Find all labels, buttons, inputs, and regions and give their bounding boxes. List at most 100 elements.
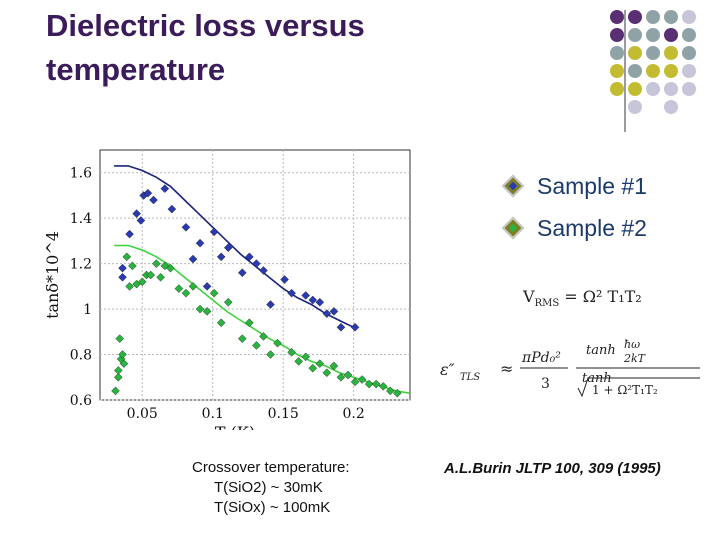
data-point [125, 282, 134, 291]
data-point [259, 332, 268, 341]
decorative-dot [628, 100, 642, 114]
data-point [174, 284, 184, 293]
y-axis-label: tanδ*10^4 [43, 231, 62, 319]
decorative-dot [664, 64, 678, 78]
y-tick-label: 0.6 [70, 393, 92, 409]
decorative-dot [610, 82, 624, 96]
data-point [125, 229, 134, 239]
data-point [301, 352, 311, 362]
legend-label: Sample #2 [537, 214, 647, 241]
decorative-dot [628, 64, 642, 78]
data-point [308, 295, 318, 305]
y-tick-label: 1.4 [70, 211, 92, 227]
data-point [118, 350, 127, 359]
y-tick-label: 1 [83, 302, 92, 318]
data-point [119, 359, 129, 368]
y-tick-label: 0.8 [70, 348, 92, 364]
data-point [202, 282, 212, 291]
data-point [115, 334, 125, 343]
data-point [132, 209, 141, 218]
data-point [195, 238, 205, 248]
data-point [167, 204, 177, 214]
decorative-dot [682, 28, 696, 42]
data-point [111, 386, 120, 396]
data-point [118, 272, 127, 282]
decorative-dot [628, 46, 642, 60]
data-point [245, 252, 254, 262]
data-point [216, 318, 226, 328]
data-point [301, 291, 311, 300]
data-point [223, 243, 233, 253]
decorative-dot [664, 100, 678, 114]
data-point [343, 370, 353, 380]
data-point [322, 368, 332, 378]
data-point [216, 252, 226, 262]
decorative-dot [628, 28, 642, 42]
data-point [336, 372, 346, 382]
citation: A.L.Burin JLTP 100, 309 (1995) [444, 460, 661, 477]
data-point [160, 184, 170, 193]
data-point [287, 347, 296, 357]
data-point [195, 304, 205, 314]
decorative-dot [664, 28, 678, 42]
data-point [273, 338, 282, 348]
decorative-dot [628, 82, 642, 96]
crossover-siox: T(SiOx) ~ 100mK [214, 499, 331, 516]
data-point [266, 350, 275, 359]
x-tick-label: 0.1 [202, 406, 224, 422]
loss-formula: ε″ TLS ≈ πPd₀² 3 tanh ħω 2kT tanh 1 + Ω²… [440, 338, 700, 398]
data-point [350, 377, 360, 387]
rms-symbol: V [523, 287, 535, 306]
data-point [315, 297, 325, 307]
decorative-dot [664, 46, 678, 60]
x-tick-label: 0.15 [268, 406, 299, 422]
decorative-dot [682, 64, 696, 78]
decorative-dot [628, 10, 642, 24]
formula-denominator: 3 [541, 376, 550, 392]
data-point [118, 263, 127, 273]
decorative-dot [664, 10, 678, 24]
legend: Sample #1 Sample #2 [501, 165, 647, 249]
x-tick-label: 0.2 [343, 406, 365, 422]
data-point [393, 388, 402, 398]
crossover-notes: Crossover temperature: T(SiO2) ~ 30mK T(… [192, 458, 350, 518]
data-point [329, 361, 339, 371]
data-point [287, 288, 296, 298]
data-point [252, 341, 261, 350]
diamond-bullet-icon [501, 174, 525, 198]
dielectric-loss-chart: 0.05 0.1 0.15 0.2 0.6 0.8 1 1.2 1.4 1.6 T (K) tanδ*… [43, 149, 411, 430]
fit-line [114, 165, 354, 329]
rms-equation: VRMS = Ω² T₁T₂ [523, 287, 642, 309]
data-point [371, 379, 381, 389]
data-point [336, 322, 346, 332]
hbar-omega: ħω [624, 338, 640, 351]
data-point [378, 382, 388, 391]
data-point [209, 288, 219, 298]
data-point [209, 227, 219, 237]
x-tick-label: 0.05 [127, 406, 158, 422]
data-point [122, 252, 132, 262]
decorative-dot [682, 82, 696, 96]
decorative-dot [610, 10, 624, 24]
legend-item-sample-1: Sample #1 [501, 165, 647, 207]
two-kt: 2kT [623, 352, 647, 365]
formula-numerator: πPd₀² [521, 350, 561, 366]
sqrt-icon [577, 377, 700, 398]
data-point [350, 322, 360, 332]
data-point [146, 270, 156, 280]
data-point [294, 357, 303, 366]
data-point [322, 309, 332, 318]
epsilon-subscript: TLS [460, 372, 480, 383]
decorative-dot [610, 46, 624, 60]
data-point [308, 363, 318, 373]
data-point [238, 268, 247, 278]
epsilon-symbol: ε″ [440, 360, 455, 379]
data-point [266, 300, 275, 309]
data-point [238, 334, 247, 343]
data-point [137, 277, 147, 287]
tanh-top: tanh [586, 343, 616, 358]
decorative-dot [646, 46, 660, 60]
data-point [152, 259, 161, 268]
data-point [315, 359, 325, 368]
data-point [245, 318, 254, 328]
